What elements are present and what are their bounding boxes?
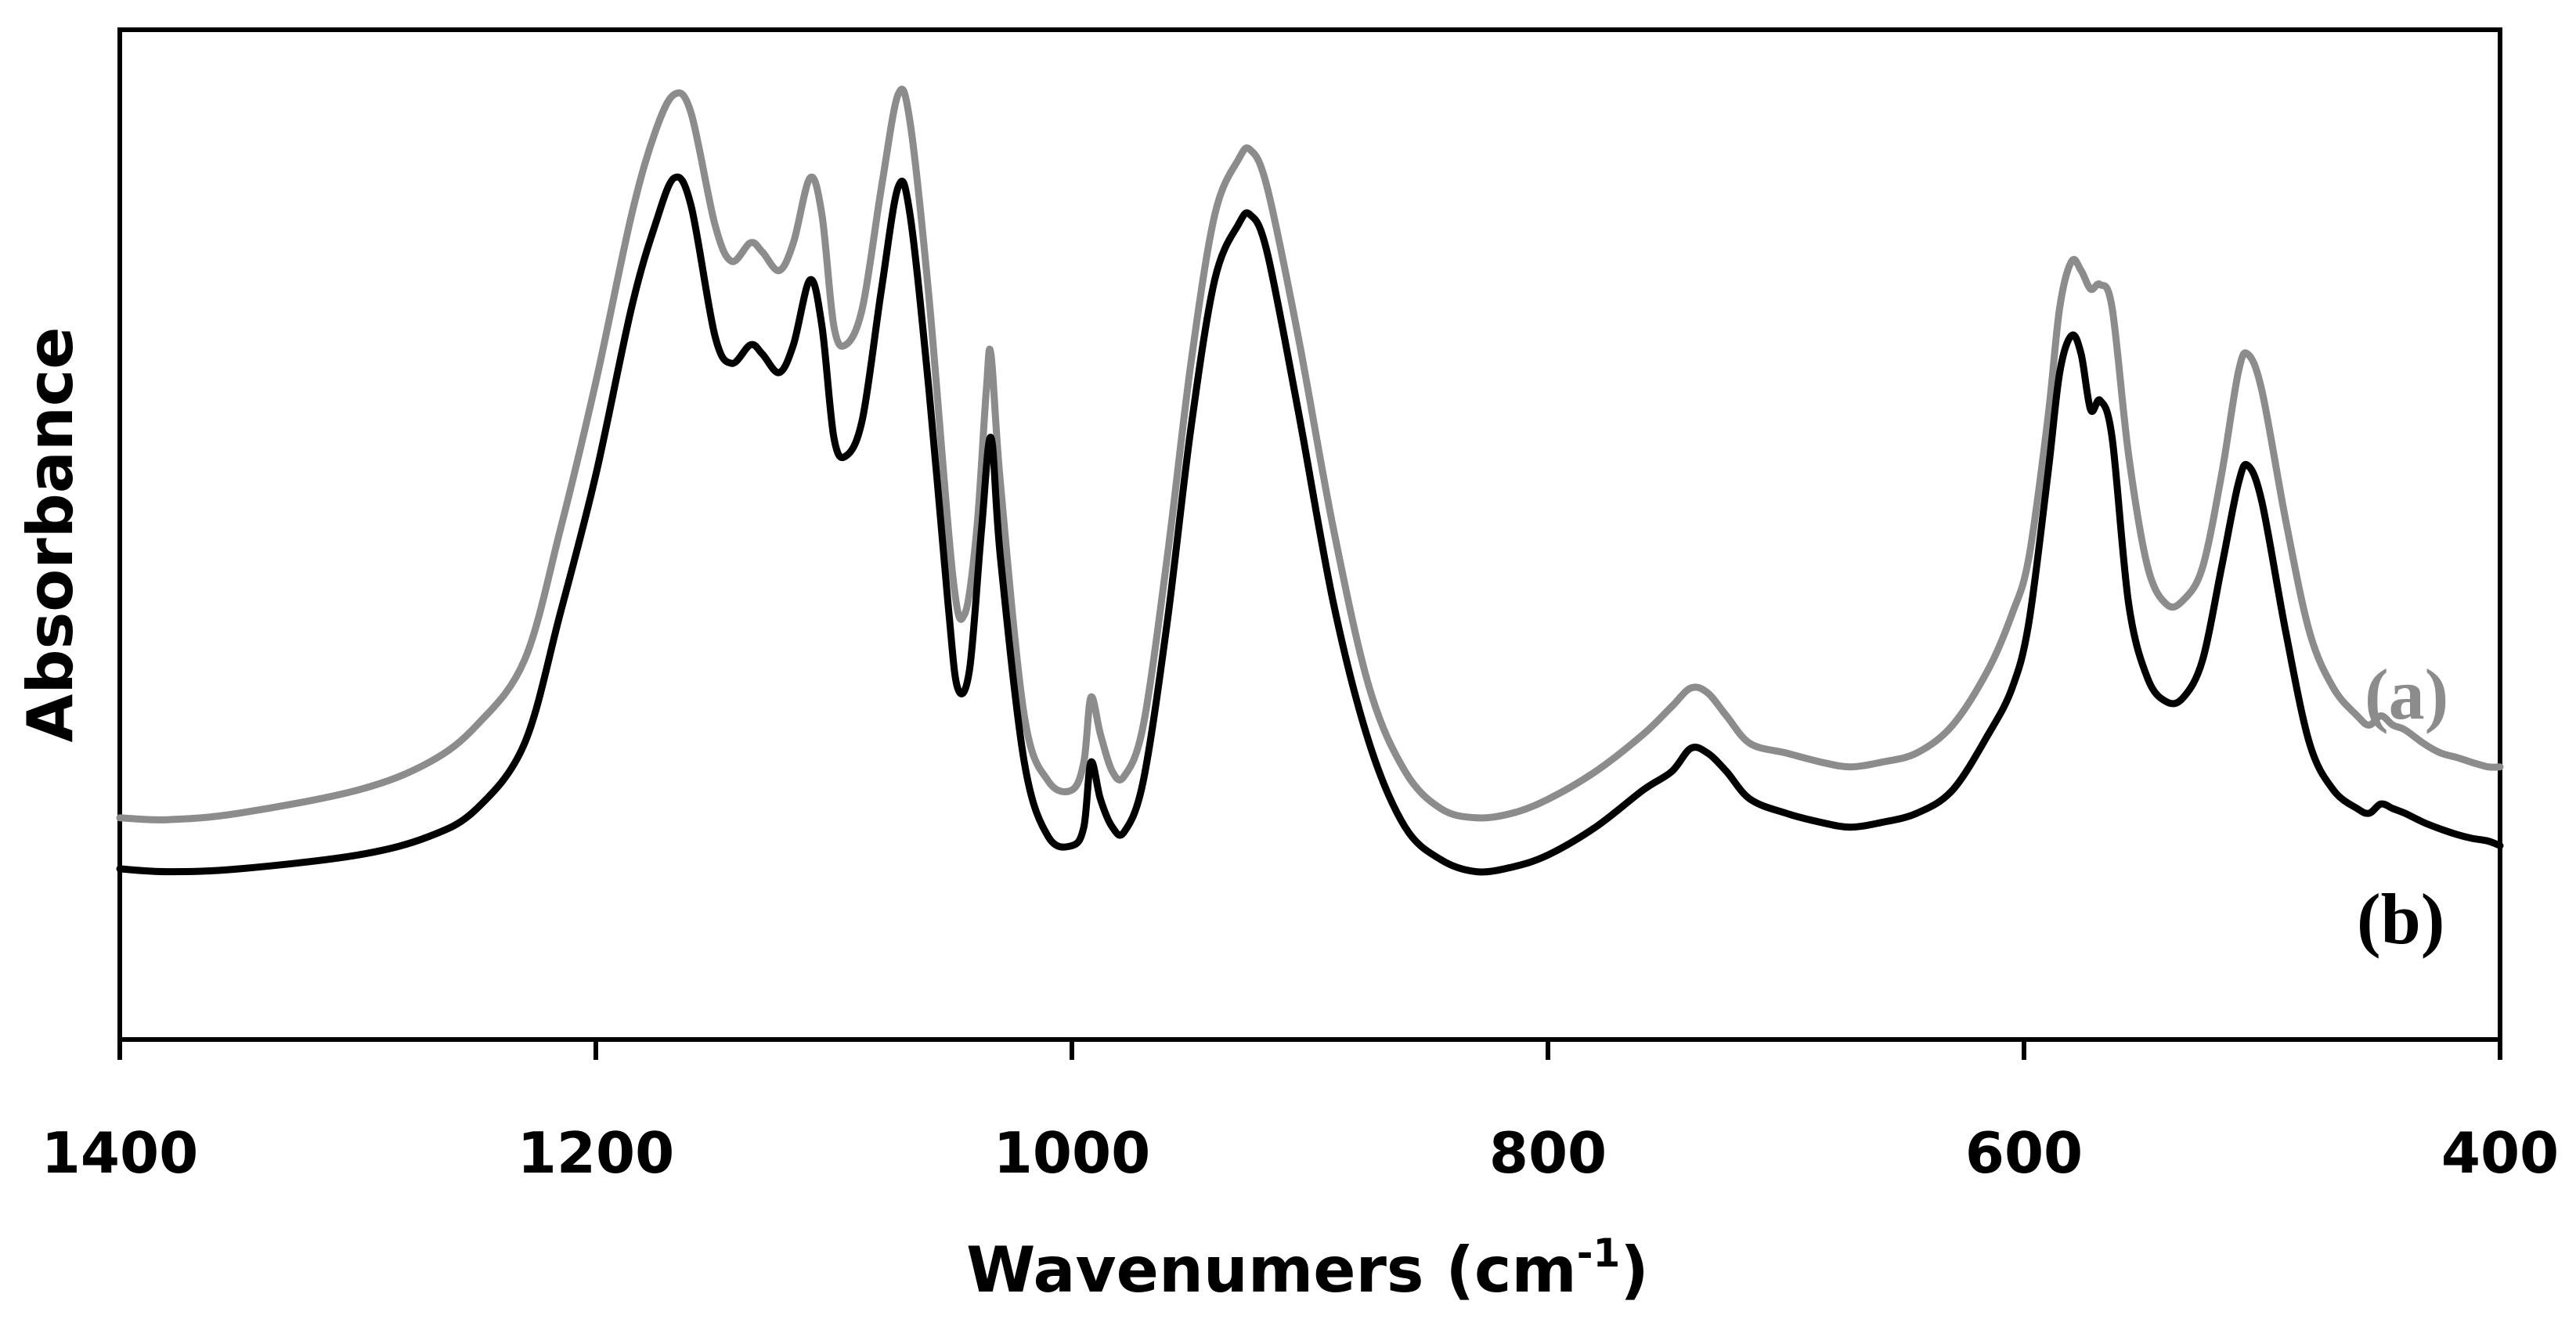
- series-line-a: [116, 85, 2504, 823]
- series-label-a: (a): [2365, 654, 2448, 734]
- x-tick-marks: [117, 1040, 2502, 1060]
- series-lines: [116, 85, 2504, 876]
- series-line-b: [116, 173, 2504, 876]
- x-tick-label: 600: [1965, 1120, 2083, 1186]
- x-tick-label: 400: [2441, 1120, 2559, 1186]
- plot-frame: [117, 27, 2502, 1042]
- x-axis-title-sup: -1: [1577, 1231, 1621, 1276]
- x-tick-labels: 1400 1200 1000 800 600 400: [41, 1120, 2559, 1186]
- y-axis-title: Absorbance: [14, 326, 87, 742]
- x-tick-label: 800: [1489, 1120, 1607, 1186]
- x-axis-title-close: ): [1620, 1234, 1649, 1306]
- x-axis-title-main: Wavenumers (cm: [966, 1234, 1577, 1306]
- series-label-b: (b): [2357, 879, 2444, 959]
- x-tick-label: 1400: [41, 1120, 198, 1186]
- x-tick-label: 1200: [518, 1120, 674, 1186]
- x-axis-title: Wavenumers (cm-1): [966, 1231, 1649, 1306]
- x-tick-label: 1000: [994, 1120, 1150, 1186]
